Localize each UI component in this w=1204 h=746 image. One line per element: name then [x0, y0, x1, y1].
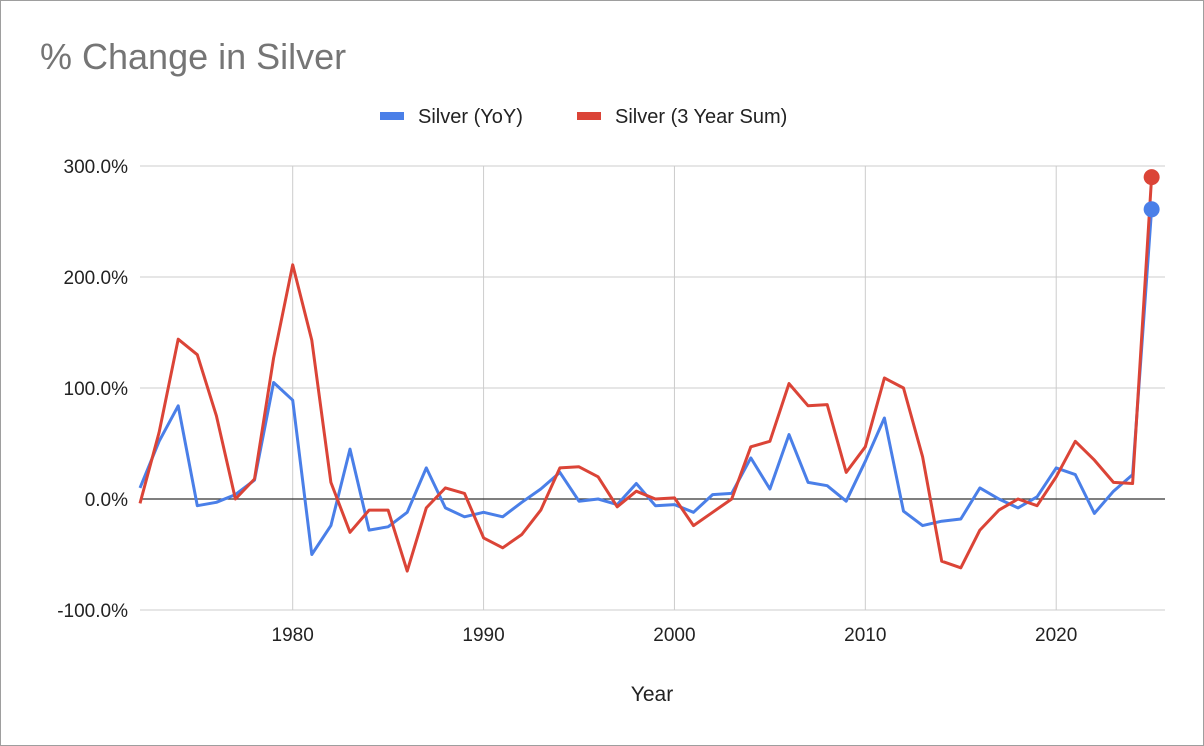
legend-label-yoy: Silver (YoY): [418, 106, 523, 128]
x-axis-title: Year: [631, 683, 673, 706]
y-tick-label: -100.0%: [57, 601, 128, 622]
legend-swatch-3yr-sum: [577, 112, 601, 120]
legend-swatch-yoy: [380, 112, 404, 120]
series-line-yoy: [140, 209, 1152, 554]
series-end-point-yoy: [1144, 201, 1160, 217]
y-tick-label: 300.0%: [64, 157, 129, 178]
y-tick-label: 0.0%: [85, 490, 128, 511]
x-tick-label: 1990: [462, 625, 504, 646]
x-tick-label: 2010: [844, 625, 886, 646]
y-tick-label: 100.0%: [64, 379, 129, 400]
series-line-3yr-sum: [140, 177, 1152, 571]
series-end-point-3yr-sum: [1144, 169, 1160, 185]
x-tick-label: 1980: [272, 625, 314, 646]
y-tick-label: 200.0%: [64, 268, 129, 289]
legend-label-3yr-sum: Silver (3 Year Sum): [615, 106, 787, 128]
x-tick-label: 2020: [1035, 625, 1077, 646]
x-tick-label: 2000: [653, 625, 695, 646]
